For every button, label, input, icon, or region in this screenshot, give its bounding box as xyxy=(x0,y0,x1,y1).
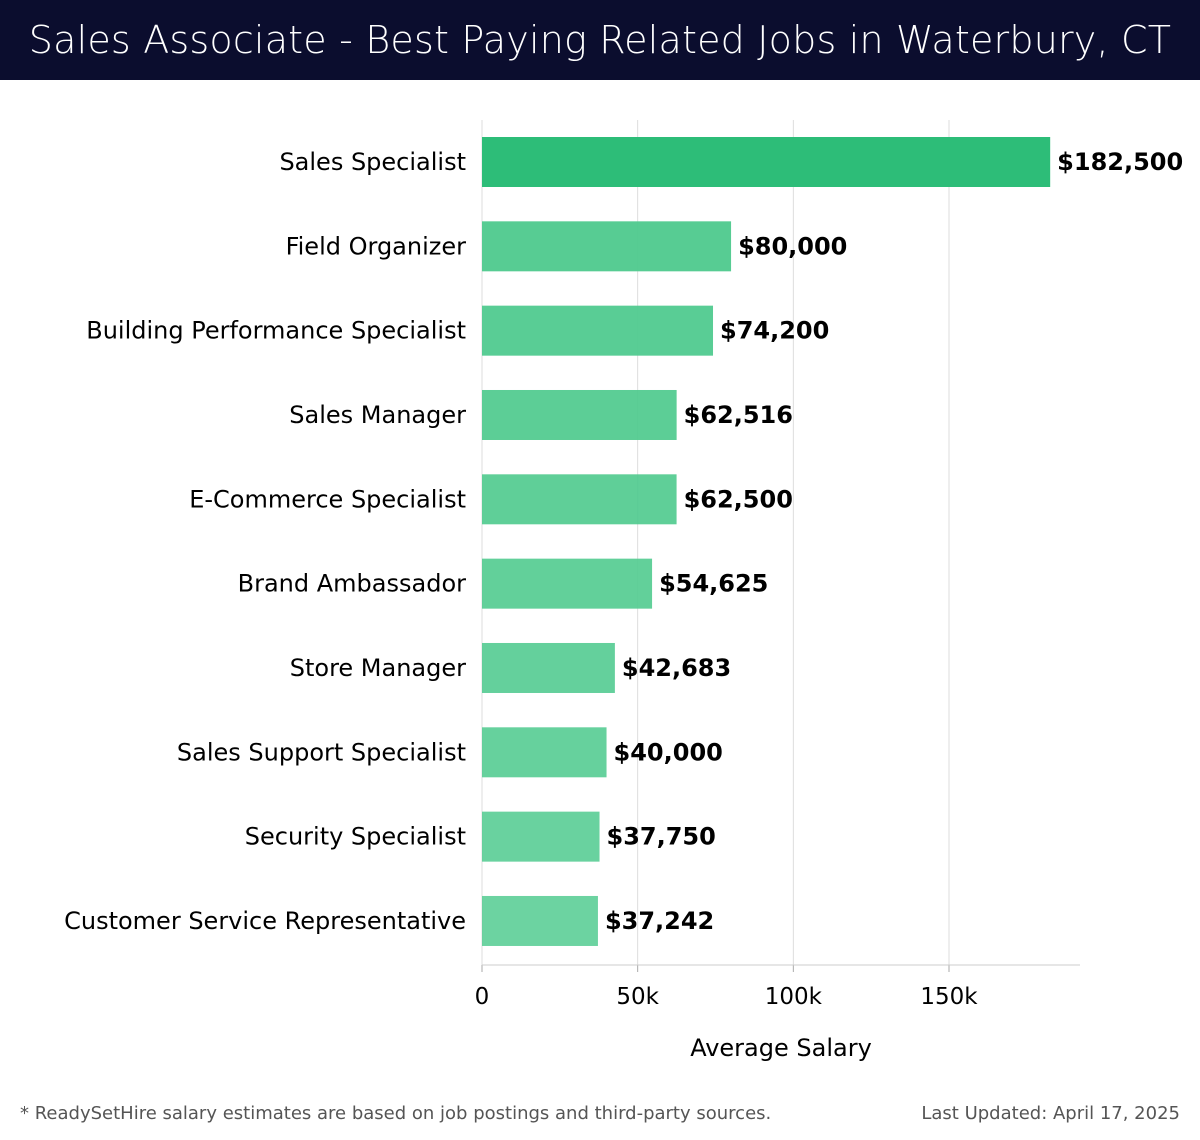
x-axis-title: Average Salary xyxy=(690,1034,872,1062)
bar xyxy=(482,558,653,609)
category-label: Customer Service Representative xyxy=(64,907,466,935)
category-label: Sales Support Specialist xyxy=(177,738,466,766)
value-label: $40,000 xyxy=(614,738,723,766)
value-labels: $182,500 $80,000 $74,200 $62,516 $62,500 $54,… xyxy=(605,148,1183,935)
bar xyxy=(482,642,615,693)
value-label: $37,242 xyxy=(605,907,714,935)
bar xyxy=(482,895,598,946)
category-labels: Sales Specialist Field Organizer Building … xyxy=(64,148,466,935)
chart-header: Sales Associate - Best Paying Related Jo… xyxy=(0,0,1200,80)
bar xyxy=(482,137,1051,187)
category-label: Store Manager xyxy=(290,654,466,682)
bar xyxy=(482,474,677,525)
value-label: $62,500 xyxy=(684,485,793,513)
category-label: Field Organizer xyxy=(286,232,467,260)
x-tick-label: 0 xyxy=(475,984,490,1010)
bar xyxy=(482,811,600,862)
bar xyxy=(482,305,714,356)
footer-note: * ReadySetHire salary estimates are base… xyxy=(20,1102,772,1124)
value-label: $54,625 xyxy=(659,570,768,598)
x-tick-label: 50k xyxy=(616,984,659,1010)
value-label: $74,200 xyxy=(720,317,829,345)
x-tick-label: 100k xyxy=(765,984,823,1010)
value-label: $62,516 xyxy=(684,401,793,429)
value-label: $80,000 xyxy=(738,232,847,260)
x-axis: 0 50k 100k 150k xyxy=(475,964,1080,1010)
value-label: $42,683 xyxy=(622,654,731,682)
bars xyxy=(482,137,1051,946)
bar xyxy=(482,727,607,778)
value-label: $37,750 xyxy=(607,823,716,851)
chart-title: Sales Associate - Best Paying Related Jo… xyxy=(28,18,1172,62)
x-tick-label: 150k xyxy=(920,984,978,1010)
footer-updated: Last Updated: April 17, 2025 xyxy=(921,1102,1180,1124)
category-label: E-Commerce Specialist xyxy=(189,485,466,513)
category-label: Security Specialist xyxy=(245,823,466,851)
bar xyxy=(482,389,677,440)
value-label: $182,500 xyxy=(1057,148,1183,176)
category-label: Sales Manager xyxy=(289,401,466,429)
category-label: Brand Ambassador xyxy=(238,570,466,598)
bar-chart: Sales Specialist Field Organizer Building … xyxy=(64,120,1183,1062)
category-label: Building Performance Specialist xyxy=(86,317,466,345)
category-label: Sales Specialist xyxy=(279,148,466,176)
chart-footer: * ReadySetHire salary estimates are base… xyxy=(20,1100,1180,1126)
bar xyxy=(482,221,732,272)
